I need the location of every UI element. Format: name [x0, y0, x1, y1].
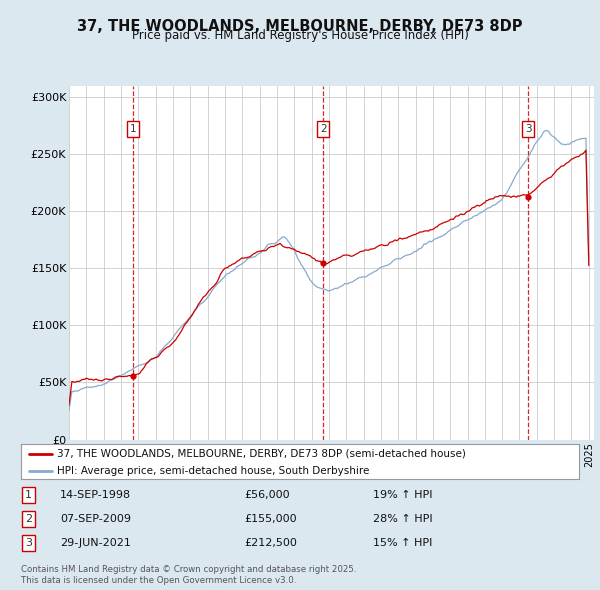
- Text: 1: 1: [130, 124, 137, 134]
- Text: 37, THE WOODLANDS, MELBOURNE, DERBY, DE73 8DP: 37, THE WOODLANDS, MELBOURNE, DERBY, DE7…: [77, 19, 523, 34]
- Text: 07-SEP-2009: 07-SEP-2009: [60, 514, 131, 524]
- Text: Contains HM Land Registry data © Crown copyright and database right 2025.
This d: Contains HM Land Registry data © Crown c…: [21, 565, 356, 585]
- Text: 15% ↑ HPI: 15% ↑ HPI: [373, 537, 432, 548]
- Text: 1: 1: [25, 490, 32, 500]
- Text: 3: 3: [25, 537, 32, 548]
- Text: 14-SEP-1998: 14-SEP-1998: [60, 490, 131, 500]
- Text: £212,500: £212,500: [244, 537, 297, 548]
- Text: 2: 2: [320, 124, 326, 134]
- Text: 37, THE WOODLANDS, MELBOURNE, DERBY, DE73 8DP (semi-detached house): 37, THE WOODLANDS, MELBOURNE, DERBY, DE7…: [57, 448, 466, 458]
- Text: 29-JUN-2021: 29-JUN-2021: [60, 537, 131, 548]
- Text: 3: 3: [524, 124, 531, 134]
- Text: £56,000: £56,000: [244, 490, 290, 500]
- Text: 2: 2: [25, 514, 32, 524]
- Text: 28% ↑ HPI: 28% ↑ HPI: [373, 514, 432, 524]
- Text: Price paid vs. HM Land Registry's House Price Index (HPI): Price paid vs. HM Land Registry's House …: [131, 30, 469, 42]
- Text: HPI: Average price, semi-detached house, South Derbyshire: HPI: Average price, semi-detached house,…: [57, 466, 370, 476]
- Text: 19% ↑ HPI: 19% ↑ HPI: [373, 490, 432, 500]
- Text: £155,000: £155,000: [244, 514, 297, 524]
